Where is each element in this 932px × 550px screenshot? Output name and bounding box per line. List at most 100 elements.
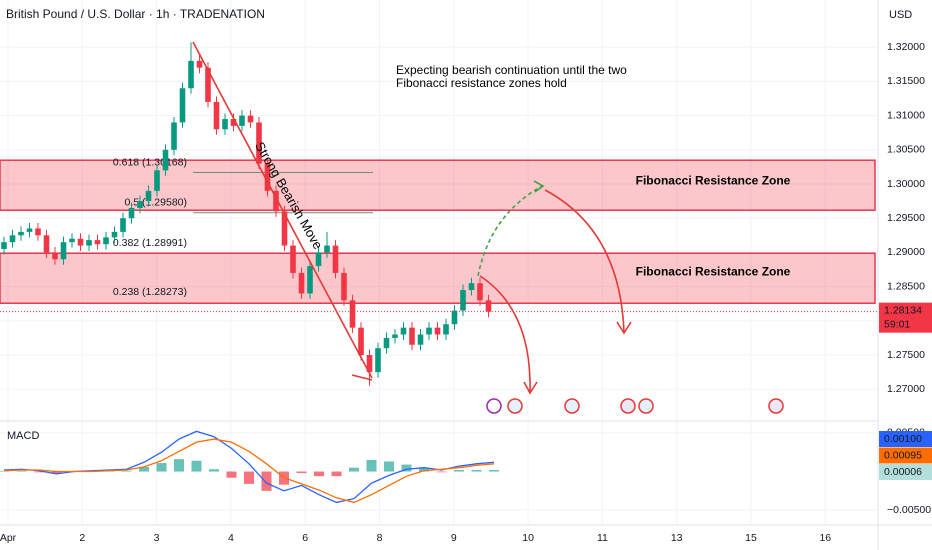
candle-body — [290, 245, 296, 273]
drawings — [192, 41, 632, 395]
readout: 0.00006 — [884, 466, 922, 478]
trend-line — [192, 41, 373, 379]
event-icon — [620, 398, 636, 414]
candle-body — [43, 235, 50, 253]
event-icon — [564, 398, 580, 414]
histogram-bar — [261, 471, 272, 491]
fib-label: 0.238 (1.28273) — [113, 286, 187, 298]
y-tick-label: 1.30500 — [887, 144, 925, 156]
histogram-bar — [436, 471, 447, 473]
candle-body — [239, 115, 245, 126]
candle-body — [281, 211, 288, 246]
currency: USD — [889, 9, 912, 21]
candle-body — [332, 245, 339, 273]
candle-body — [18, 231, 24, 236]
candle-body — [247, 115, 254, 123]
candle-body — [256, 122, 262, 164]
signal-line — [3, 438, 495, 504]
x-tick-label: 10 — [522, 532, 534, 544]
candle-body — [409, 327, 415, 345]
y-tick-label: 1.29000 — [887, 246, 925, 258]
countdown: 59:01 — [884, 318, 910, 330]
histogram-bar — [51, 471, 62, 474]
y-tick-label: 1.31000 — [887, 109, 925, 121]
macd-pane — [0, 430, 499, 504]
candle-body — [179, 88, 186, 123]
candle-body — [94, 240, 101, 245]
candle-body — [205, 67, 211, 102]
candle-body — [103, 237, 109, 245]
x-tick-label: 9 — [451, 532, 457, 544]
y-tick-label: 1.27000 — [887, 383, 925, 395]
candle-body — [69, 238, 75, 243]
x-tick-label: 13 — [671, 532, 683, 544]
y-tick-label: 1.30000 — [887, 178, 925, 190]
candle-body — [307, 266, 313, 294]
event-icons — [486, 398, 784, 414]
fib-label: 0.382 (1.28991) — [113, 237, 187, 249]
y-tick-label: −0.00500 — [887, 504, 931, 516]
resistance-zone — [0, 252, 876, 304]
histogram-bar — [384, 461, 394, 472]
x-tick-label: 11 — [597, 532, 608, 544]
candle-body — [264, 163, 271, 191]
histogram-bar — [226, 471, 237, 478]
x-tick-label: 4 — [228, 532, 234, 544]
y-tick-label: 1.28500 — [887, 280, 925, 292]
x-tick-label: 8 — [377, 532, 383, 544]
histogram-bar — [419, 468, 429, 472]
histogram-bar — [401, 464, 412, 472]
event-icon — [768, 398, 784, 414]
note: Expecting bearish continuation until the… — [396, 63, 627, 77]
candles — [0, 42, 878, 386]
candle-body — [434, 327, 441, 335]
histogram-bar — [489, 469, 499, 472]
readout-badge — [879, 447, 932, 464]
histogram-bar — [156, 463, 167, 472]
histogram-bar — [121, 470, 132, 472]
candle-body — [26, 228, 33, 232]
x-tick-label: 3 — [154, 532, 160, 544]
zone-label: Fibonacci Resistance Zone — [636, 173, 791, 187]
x-tick-label: 15 — [745, 532, 757, 544]
candle-body — [358, 327, 364, 356]
histogram-bar — [209, 469, 219, 472]
x-tick-label: 6 — [302, 532, 308, 544]
readout-badge — [879, 431, 932, 447]
trend-line — [351, 374, 373, 381]
candle-body — [52, 252, 58, 260]
candle-body — [60, 242, 67, 260]
candle-body — [477, 283, 483, 301]
candle-body — [86, 240, 92, 246]
chart-title: British Pound / U.S. Dollar · 1h · TRADE… — [6, 7, 265, 21]
arrow-head — [616, 321, 632, 335]
candle-body — [417, 334, 424, 345]
event-icon — [486, 398, 502, 414]
candle-body — [426, 327, 432, 335]
candle-body — [298, 272, 305, 294]
note: Fibonacci resistance zones hold — [396, 76, 567, 90]
candle-body — [9, 235, 16, 243]
histogram-bar — [331, 471, 342, 477]
projection-arrow — [477, 185, 543, 277]
fib-levels: 0.618 (1.30168) 0.5 (1.29580) 0.382 (1.289… — [113, 156, 373, 298]
zones: Fibonacci Resistance Zone Fibonacci Resis… — [0, 159, 876, 304]
histogram-bar — [244, 471, 254, 484]
candle-body — [35, 228, 41, 236]
candle-body — [451, 310, 458, 325]
candle-body — [324, 245, 330, 253]
candle-body — [273, 190, 279, 212]
candle-body — [171, 122, 177, 150]
y-tick-label: 1.31500 — [887, 75, 925, 87]
current-price: 1.28134 — [884, 304, 922, 316]
candle-body — [230, 119, 237, 126]
x-tick-label: Apr — [0, 532, 17, 544]
histogram-bar — [454, 469, 464, 472]
arrow-head — [523, 381, 538, 395]
projection-arrow — [544, 189, 625, 333]
candle-body — [443, 324, 449, 335]
resistance-zone — [0, 159, 876, 211]
candle-body — [460, 290, 466, 311]
candle-body — [154, 170, 160, 191]
histogram-bar — [191, 460, 202, 472]
